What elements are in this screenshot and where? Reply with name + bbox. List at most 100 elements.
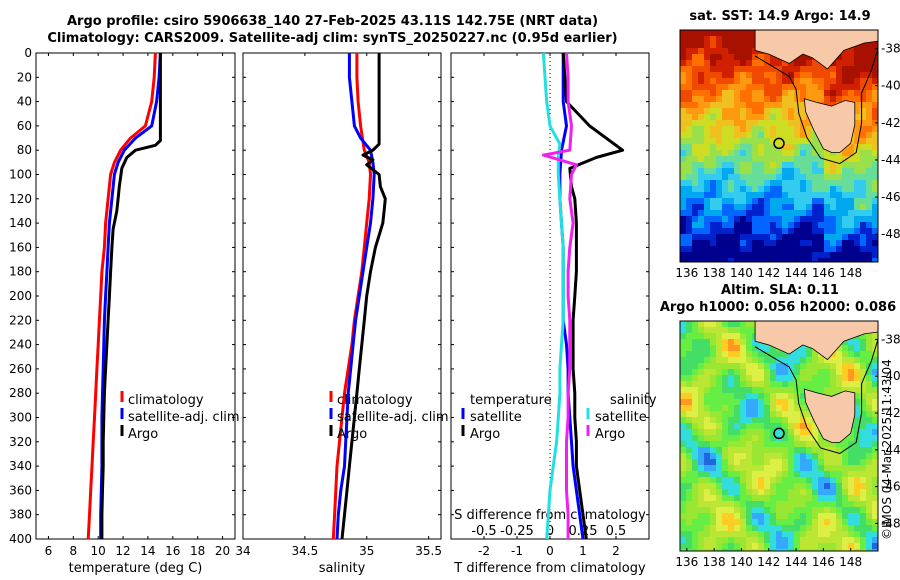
map-cell [764, 174, 770, 180]
map-cell [782, 369, 788, 375]
map-cell [752, 429, 758, 435]
map-cell [728, 369, 734, 375]
map-cell [806, 96, 812, 102]
map-cell [770, 120, 776, 126]
map-cell [746, 357, 752, 363]
map-cell [746, 252, 752, 258]
map-cell [740, 210, 746, 216]
map-cell [710, 321, 716, 327]
map-cell [722, 537, 728, 543]
map-cell [698, 465, 704, 471]
map-cell [800, 246, 806, 252]
map-cell [806, 489, 812, 495]
map-cell [710, 60, 716, 66]
map-cell [770, 495, 776, 501]
map-cell [866, 435, 872, 441]
map-cell [848, 216, 854, 222]
map-cell [710, 357, 716, 363]
map-cell [734, 216, 740, 222]
map-cell [860, 108, 866, 114]
map-cell [770, 66, 776, 72]
map-cell [866, 174, 872, 180]
map-cell [800, 399, 806, 405]
map-cell [806, 180, 812, 186]
map-cell [710, 477, 716, 483]
map-cell [800, 150, 806, 156]
map-cell [746, 90, 752, 96]
map-cell [836, 210, 842, 216]
map-cell [806, 459, 812, 465]
map-cell [836, 186, 842, 192]
map-cell [710, 429, 716, 435]
map-cell [770, 126, 776, 132]
map-cell [788, 435, 794, 441]
map-cell [788, 102, 794, 108]
map-cell [812, 369, 818, 375]
map-cell [728, 138, 734, 144]
map-cell [794, 435, 800, 441]
map-cell [782, 168, 788, 174]
map-cell [872, 84, 878, 90]
map-cell [794, 417, 800, 423]
map-cell [728, 531, 734, 537]
map-cell [860, 423, 866, 429]
map-cell [872, 144, 878, 150]
map-cell [692, 120, 698, 126]
map-cell [692, 84, 698, 90]
map-cell [752, 156, 758, 162]
map-cell [794, 351, 800, 357]
map-cell [770, 252, 776, 258]
map-cell [794, 483, 800, 489]
map-cell [698, 48, 704, 54]
map-cell [710, 423, 716, 429]
map-cell [824, 537, 830, 543]
map-cell [812, 132, 818, 138]
map-cell [788, 381, 794, 387]
map-cell [776, 441, 782, 447]
map-cell [770, 216, 776, 222]
map-cell [752, 363, 758, 369]
map-cell [866, 423, 872, 429]
map-cell [716, 96, 722, 102]
map-cell [824, 78, 830, 84]
map-cell [866, 192, 872, 198]
map-cell [746, 144, 752, 150]
map-cell [764, 501, 770, 507]
map-cell [824, 246, 830, 252]
map-cell [716, 72, 722, 78]
map-cell [746, 72, 752, 78]
map-cell [710, 150, 716, 156]
map-cell [758, 72, 764, 78]
map-cell [692, 258, 698, 262]
map-cell [806, 357, 812, 363]
map-cell [680, 495, 686, 501]
map-cell [734, 405, 740, 411]
map-cell [764, 198, 770, 204]
map-cell [692, 30, 698, 36]
map-cell [824, 519, 830, 525]
map-cell [818, 66, 824, 72]
map-cell [830, 222, 836, 228]
map-cell [788, 66, 794, 72]
map-cell [770, 507, 776, 513]
map-cell [686, 369, 692, 375]
map-cell [698, 345, 704, 351]
map-cell [860, 513, 866, 519]
map-cell [854, 222, 860, 228]
map-cell [854, 204, 860, 210]
map-cell [752, 198, 758, 204]
map-cell [746, 489, 752, 495]
map-cell [740, 36, 746, 42]
map-cell [818, 222, 824, 228]
map-cell [830, 168, 836, 174]
map-cell [704, 108, 710, 114]
map-cell [704, 411, 710, 417]
map-cell [860, 549, 866, 551]
map-cell [704, 180, 710, 186]
map-cell [716, 399, 722, 405]
map-cell [854, 519, 860, 525]
map-cell [872, 234, 878, 240]
map-cell [698, 453, 704, 459]
map-cell [728, 411, 734, 417]
map-cell [746, 507, 752, 513]
